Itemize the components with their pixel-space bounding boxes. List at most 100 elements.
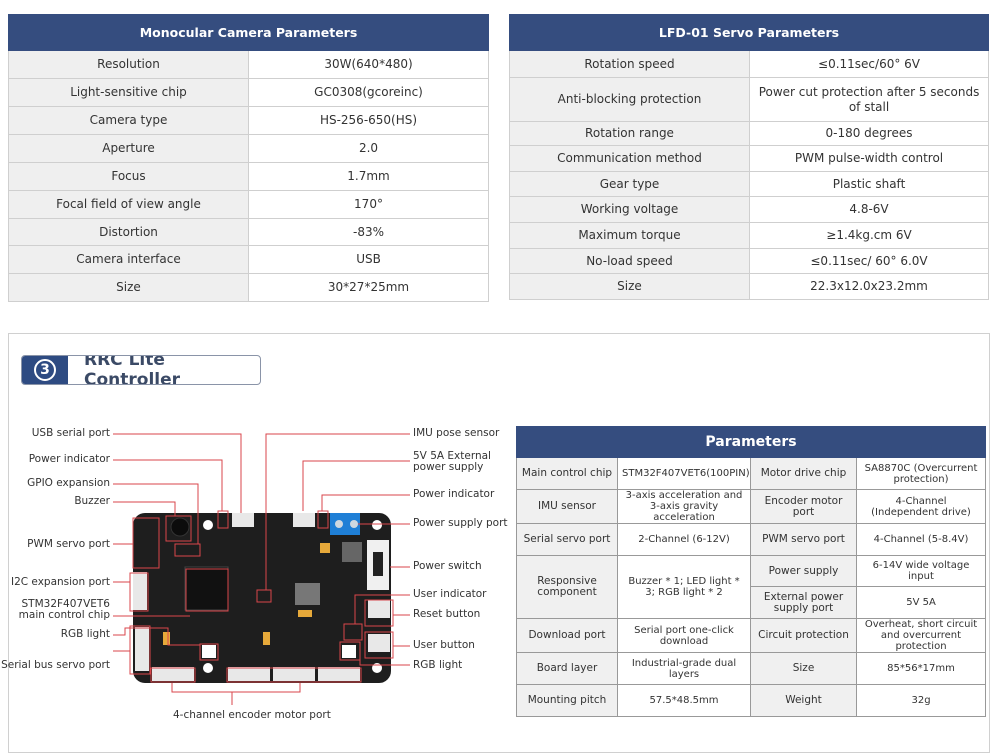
label-rgb-light-left: RGB light [60,628,110,640]
param-value: 1.7mm [247,162,490,191]
param-value: 4-Channel (Independent drive) [855,489,987,524]
table-row: Aperture 2.0 [8,134,490,163]
param-value: 2-Channel (6-12V) [617,523,751,556]
param-name: Maximum torque [509,222,750,249]
table-row: Size 30*27*25mm [8,273,490,302]
table-title: Parameters [515,426,987,458]
param-value: Buzzer * 1; LED light * 3; RGB light * 2 [617,555,751,619]
table-row: Main control chip STM32F407VET6(100PIN) Mo… [516,457,987,490]
table-row: Mounting pitch 57.5*48.5mm Weight 32g [516,684,987,717]
table-row: Gear type Plastic shaft [509,171,990,197]
camera-parameters-table: Monocular Camera Parameters Resolution 30… [7,14,490,302]
buzzer [170,517,190,537]
label-imu-pose-sensor: IMU pose sensor [413,427,500,439]
param-name: Encoder motor port [750,489,857,524]
section-title: RRC Lite Controller [84,355,181,385]
label-power-indicator: Power indicator [28,453,110,465]
param-name: Board layer [516,652,618,685]
callout-lines [113,433,410,705]
table-row: Focus 1.7mm [8,162,490,191]
table-row: Light-sensitive chip GC0308(gcoreinc) [8,78,490,107]
label-gpio-expansion: GPIO expansion [27,477,110,489]
param-name: Size [509,273,750,300]
param-name: IMU sensor [516,489,618,524]
table-row: Resolution 30W(640*480) [8,50,490,79]
table-row: Focal field of view angle 170° [8,190,490,219]
param-name: Motor drive chip [750,457,857,490]
param-value: Power cut protection after 5 seconds of … [748,77,990,122]
label-power-switch: Power switch [413,560,482,572]
inductor [295,583,320,605]
table-row: Working voltage 4.8-6V [509,196,990,223]
usb-port [232,513,254,527]
param-value: HS-256-650(HS) [247,106,490,135]
param-name: Communication method [509,145,750,172]
param-name: Anti-blocking protection [509,77,750,122]
param-name: Circuit protection [750,618,857,653]
param-name: Mounting pitch [516,684,618,717]
param-name: Working voltage [509,196,750,223]
param-name: Responsive component [516,555,618,619]
param-value: GC0308(gcoreinc) [247,78,490,107]
table-row: Size 22.3x12.0x23.2mm [509,273,990,300]
param-name: Serial servo port [516,523,618,556]
table-row: IMU sensor 3-axis acceleration and 3-axis… [516,489,987,524]
label-serial-bus-servo-port: Serial bus servo port [1,659,110,671]
param-value: 2.0 [247,134,490,163]
label-usb-serial-port: USB serial port [31,427,110,439]
label-stm32: STM32F407VET6 [21,598,111,610]
param-value: ≤0.11sec/60° 6V [748,50,990,78]
param-value: 4.8-6V [748,196,990,223]
label-i2c-expansion-port: I2C expansion port [10,576,110,588]
param-value: SA8870C (Overcurrent protection) [855,457,987,490]
param-name: Distortion [8,218,249,246]
label-reset-button: Reset button [413,608,481,620]
table-row: Communication method PWM pulse-width cont… [509,145,990,172]
table-row: Camera type HS-256-650(HS) [8,106,490,135]
param-value: Serial port one-click download [617,618,751,653]
param-name: Focus [8,162,249,191]
param-name: Light-sensitive chip [8,78,249,107]
power-terminal [330,513,360,535]
param-value: 6-14V wide voltage input [855,555,987,587]
mcu-chip [184,566,229,611]
servo-parameters-table: LFD-01 Servo Parameters Rotation speed ≤0… [508,14,990,300]
table-row: Download port Serial port one-click downl… [516,618,987,653]
table-row: No-load speed ≤0.11sec/ 60° 6.0V [509,248,990,274]
table-row: Responsive component Buzzer * 1; LED ligh… [516,555,987,619]
table-title: LFD-01 Servo Parameters [508,14,990,51]
param-name: Weight [750,684,857,717]
label-power-supply: power supply [413,461,484,473]
param-value: 3-axis acceleration and 3-axis gravity a… [617,489,751,524]
label-user-indicator: User indicator [413,588,487,600]
param-value: STM32F407VET6(100PIN) [617,457,751,490]
label-power-indicator-right: Power indicator [413,488,495,500]
param-name: Power supply [750,555,857,587]
param-value: 0-180 degrees [748,121,990,146]
table-row: Distortion -83% [8,218,490,246]
param-value: 32g [855,684,987,717]
label-buzzer: Buzzer [74,495,110,507]
param-value: Industrial-grade dual layers [617,652,751,685]
param-value: PWM pulse-width control [748,145,990,172]
param-name: Rotation speed [509,50,750,78]
section-badge: 3 RRC Lite Controller [21,355,261,385]
param-name: Rotation range [509,121,750,146]
table-row: Serial servo port 2-Channel (6-12V) PWM se… [516,523,987,556]
param-name: Size [750,652,857,685]
label-external-power: 5V 5A External [413,450,491,462]
label-main-control-chip: main control chip [18,609,110,621]
param-value: 4-Channel (5-8.4V) [855,523,987,556]
table-row: External power supply port 5V 5A [517,586,987,619]
param-value: ≥1.4kg.cm 6V [748,222,990,249]
i2c-port [133,572,147,610]
table-row: Maximum torque ≥1.4kg.cm 6V [509,222,990,249]
param-name: Aperture [8,134,249,163]
label-user-button: User button [413,639,475,651]
label-pwm-servo-port: PWM servo port [27,538,110,550]
usb-port-2 [293,513,315,527]
controller-parameters-table: Parameters Main control chip STM32F407VET… [515,426,987,717]
section-number: 3 [22,356,68,384]
param-value: -83% [247,218,490,246]
table-row: Anti-blocking protection Power cut protec… [509,77,990,122]
